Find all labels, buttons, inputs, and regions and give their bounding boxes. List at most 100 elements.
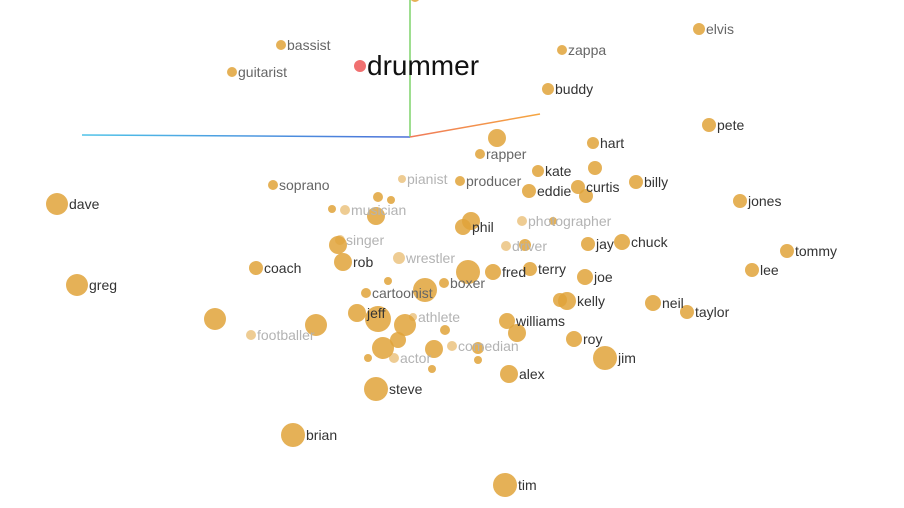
- label-cartoonist: cartoonist: [372, 285, 433, 301]
- point-comedian[interactable]: [447, 341, 457, 351]
- point-williams[interactable]: [499, 313, 515, 329]
- point-footballer[interactable]: [246, 330, 256, 340]
- point-unlabeled-53[interactable]: [588, 161, 602, 175]
- data-labels: elvis bassist zappa drummer guitarist buddy pe…: [69, 21, 837, 493]
- point-jim[interactable]: [593, 346, 617, 370]
- point-zappa[interactable]: [557, 45, 567, 55]
- label-pete: pete: [717, 117, 744, 133]
- label-phil: phil: [472, 219, 494, 235]
- point-taylor[interactable]: [680, 305, 694, 319]
- point-joe[interactable]: [577, 269, 593, 285]
- label-williams: williams: [515, 313, 565, 329]
- label-pianist: pianist: [407, 171, 448, 187]
- point-jay[interactable]: [581, 237, 595, 251]
- point-dave[interactable]: [46, 193, 68, 215]
- point-unlabeled-58[interactable]: [367, 207, 385, 225]
- point-billy[interactable]: [629, 175, 643, 189]
- point-unlabeled-62[interactable]: [519, 239, 531, 251]
- point-unlabeled-54[interactable]: [579, 189, 593, 203]
- point-unlabeled-67[interactable]: [204, 308, 226, 330]
- point-unlabeled-78[interactable]: [474, 356, 482, 364]
- label-musician: musician: [351, 202, 406, 218]
- label-taylor: taylor: [695, 304, 730, 320]
- point-bassist[interactable]: [276, 40, 286, 50]
- label-coach: coach: [264, 260, 301, 276]
- point-coach[interactable]: [249, 261, 263, 275]
- point-drummer[interactable]: [354, 60, 366, 72]
- point-unlabeled-60[interactable]: [549, 217, 557, 225]
- point-wrestler[interactable]: [393, 252, 405, 264]
- point-unlabeled-65[interactable]: [413, 278, 437, 302]
- point-unlabeled-76[interactable]: [372, 337, 394, 359]
- point-boxer[interactable]: [439, 278, 449, 288]
- point-unlabeled-74[interactable]: [425, 340, 443, 358]
- point-unlabeled-51[interactable]: [410, 0, 420, 2]
- point-unlabeled-77[interactable]: [364, 354, 372, 362]
- label-zappa: zappa: [568, 42, 606, 58]
- point-kate[interactable]: [532, 165, 544, 177]
- point-jones[interactable]: [733, 194, 747, 208]
- point-unlabeled-79[interactable]: [428, 365, 436, 373]
- point-unlabeled-63[interactable]: [456, 260, 480, 284]
- point-brian[interactable]: [281, 423, 305, 447]
- point-unlabeled-55[interactable]: [373, 192, 383, 202]
- point-chuck[interactable]: [614, 234, 630, 250]
- point-tim[interactable]: [493, 473, 517, 497]
- label-rapper: rapper: [486, 146, 527, 162]
- point-elvis[interactable]: [693, 23, 705, 35]
- point-alex[interactable]: [500, 365, 518, 383]
- point-athlete[interactable]: [409, 313, 417, 321]
- point-pete[interactable]: [702, 118, 716, 132]
- point-lee[interactable]: [745, 263, 759, 277]
- point-pianist[interactable]: [398, 175, 406, 183]
- point-actor[interactable]: [389, 353, 399, 363]
- point-unlabeled-52[interactable]: [488, 129, 506, 147]
- point-unlabeled-71[interactable]: [440, 325, 450, 335]
- point-musician[interactable]: [340, 205, 350, 215]
- label-neil: neil: [662, 295, 684, 311]
- x-axis-line: [81, 134, 411, 138]
- point-jeff[interactable]: [348, 304, 366, 322]
- point-unlabeled-72[interactable]: [508, 324, 526, 342]
- point-hart[interactable]: [587, 137, 599, 149]
- point-cartoonist[interactable]: [361, 288, 371, 298]
- point-tommy[interactable]: [780, 244, 794, 258]
- point-unlabeled-66[interactable]: [553, 293, 567, 307]
- point-unlabeled-75[interactable]: [472, 342, 484, 354]
- point-terry[interactable]: [523, 262, 537, 276]
- label-lee: lee: [760, 262, 779, 278]
- point-rapper[interactable]: [475, 149, 485, 159]
- label-jim: jim: [617, 350, 636, 366]
- point-eddie[interactable]: [522, 184, 536, 198]
- point-greg[interactable]: [66, 274, 88, 296]
- point-unlabeled-69[interactable]: [305, 314, 327, 336]
- point-neil[interactable]: [645, 295, 661, 311]
- label-brian: brian: [306, 427, 337, 443]
- point-phil[interactable]: [455, 219, 471, 235]
- point-producer[interactable]: [455, 176, 465, 186]
- point-unlabeled-56[interactable]: [387, 196, 395, 204]
- label-dave: dave: [69, 196, 100, 212]
- label-driver: driver: [512, 238, 547, 254]
- data-points: [46, 0, 794, 497]
- point-steve[interactable]: [364, 377, 388, 401]
- point-roy[interactable]: [566, 331, 582, 347]
- point-rob[interactable]: [334, 253, 352, 271]
- label-singer: singer: [346, 232, 384, 248]
- label-footballer: footballer: [257, 327, 315, 343]
- point-singer[interactable]: [335, 235, 345, 245]
- point-guitarist[interactable]: [227, 67, 237, 77]
- label-soprano: soprano: [279, 177, 330, 193]
- point-unlabeled-73[interactable]: [390, 332, 406, 348]
- point-unlabeled-57[interactable]: [328, 205, 336, 213]
- point-unlabeled-64[interactable]: [384, 277, 392, 285]
- point-curtis[interactable]: [571, 180, 585, 194]
- point-photographer[interactable]: [517, 216, 527, 226]
- label-boxer: boxer: [450, 275, 485, 291]
- point-unlabeled-68[interactable]: [365, 306, 391, 332]
- point-soprano[interactable]: [268, 180, 278, 190]
- point-fred[interactable]: [485, 264, 501, 280]
- point-driver[interactable]: [501, 241, 511, 251]
- point-buddy[interactable]: [542, 83, 554, 95]
